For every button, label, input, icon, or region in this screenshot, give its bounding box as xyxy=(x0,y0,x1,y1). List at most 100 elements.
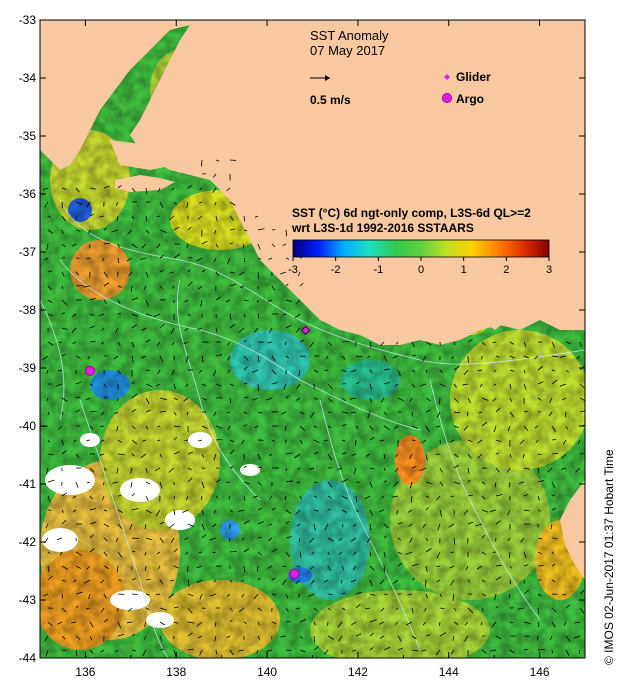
current-vector xyxy=(509,341,515,345)
current-vector xyxy=(523,383,527,390)
current-vector xyxy=(45,649,49,657)
current-vector xyxy=(523,564,529,567)
current-vector xyxy=(171,369,175,376)
current-vector xyxy=(142,439,147,442)
current-vector xyxy=(257,621,260,626)
current-vector xyxy=(453,453,459,458)
current-vector xyxy=(518,481,525,484)
x-tick-label: 140 xyxy=(257,665,277,679)
current-vector xyxy=(397,369,401,377)
current-vector xyxy=(214,229,217,235)
current-vector xyxy=(411,425,419,430)
current-vector xyxy=(436,411,441,418)
current-vector xyxy=(537,621,540,627)
current-vector xyxy=(411,354,417,357)
current-vector xyxy=(159,648,165,651)
current-vector xyxy=(366,537,371,543)
current-vector xyxy=(396,509,399,515)
current-vector xyxy=(295,579,301,584)
current-vector xyxy=(565,425,569,430)
current-vector xyxy=(173,621,179,624)
current-vector xyxy=(199,187,203,191)
current-vector xyxy=(213,411,217,417)
current-vector xyxy=(61,492,67,497)
current-vector xyxy=(128,607,133,612)
current-vector xyxy=(56,537,63,541)
current-vector xyxy=(271,382,278,385)
current-vector xyxy=(214,621,217,627)
colorbar-tick-label: -3 xyxy=(288,264,298,276)
current-vector xyxy=(449,439,455,443)
current-vector xyxy=(215,495,219,499)
land-tasmania xyxy=(560,480,585,580)
current-vector xyxy=(171,341,175,346)
current-vector xyxy=(243,520,250,525)
current-vector xyxy=(285,536,292,539)
current-vector xyxy=(349,397,357,400)
current-vector xyxy=(411,439,416,442)
current-vector xyxy=(397,562,403,567)
current-vector xyxy=(61,397,68,402)
current-vector xyxy=(551,452,559,455)
current-vector xyxy=(266,649,273,652)
current-vector xyxy=(46,369,49,375)
current-vector xyxy=(323,439,329,442)
current-vector xyxy=(157,187,161,193)
current-vector xyxy=(61,579,66,582)
current-vector xyxy=(75,453,80,458)
current-vector xyxy=(271,439,276,442)
current-vector xyxy=(439,509,443,517)
current-vector xyxy=(227,341,231,346)
current-vector xyxy=(103,242,111,245)
current-vector xyxy=(61,215,67,222)
current-vector xyxy=(537,381,544,385)
current-vector xyxy=(243,411,248,415)
current-vector xyxy=(157,369,161,374)
current-vector xyxy=(299,282,304,287)
current-vector xyxy=(296,383,301,389)
current-vector xyxy=(131,297,139,301)
current-vector xyxy=(280,635,287,638)
current-vector xyxy=(369,481,373,488)
current-vector xyxy=(436,551,441,559)
current-vector xyxy=(425,579,427,587)
current-vector xyxy=(229,579,233,583)
current-vector xyxy=(453,481,460,485)
current-vector xyxy=(183,397,189,402)
current-vector xyxy=(495,439,502,443)
colorbar-ticks: -3 -2 -1 0 1 2 3 xyxy=(288,257,552,276)
current-vector xyxy=(425,397,431,402)
current-vector xyxy=(394,621,399,625)
current-vector xyxy=(295,397,301,401)
current-vector xyxy=(338,551,343,556)
current-vector xyxy=(47,621,53,626)
current-vector xyxy=(229,323,236,329)
current-vector xyxy=(341,369,347,373)
current-vector xyxy=(481,509,489,513)
current-vector xyxy=(145,299,149,306)
current-vector xyxy=(562,439,567,445)
current-vector xyxy=(229,283,236,287)
current-vector xyxy=(271,229,276,231)
current-vector xyxy=(131,393,138,399)
colorbar-tick-label: 0 xyxy=(418,264,424,276)
current-vector xyxy=(492,551,497,553)
current-vector xyxy=(285,551,290,557)
current-vector xyxy=(477,369,483,372)
current-vector xyxy=(183,537,189,541)
current-vector xyxy=(89,548,95,553)
current-vector xyxy=(47,285,52,291)
current-vector xyxy=(453,425,459,429)
current-vector xyxy=(397,537,402,541)
current-vector xyxy=(226,187,231,192)
current-vector xyxy=(229,201,236,206)
current-vector xyxy=(101,495,105,501)
current-vector xyxy=(187,281,193,287)
current-vector xyxy=(145,425,149,430)
current-vector xyxy=(310,411,315,419)
current-vector xyxy=(61,593,64,599)
current-vector xyxy=(452,593,455,601)
current-vector xyxy=(313,607,318,611)
current-vector xyxy=(425,547,432,553)
current-vector xyxy=(419,383,427,387)
